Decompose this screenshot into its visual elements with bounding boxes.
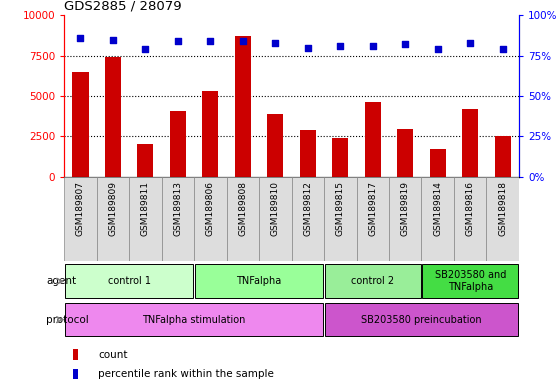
FancyBboxPatch shape (194, 177, 227, 261)
Text: GSM189808: GSM189808 (238, 181, 247, 236)
Text: protocol: protocol (46, 314, 89, 325)
FancyBboxPatch shape (325, 303, 518, 336)
Bar (170, 111, 186, 177)
Text: GSM189818: GSM189818 (498, 181, 507, 236)
FancyBboxPatch shape (129, 177, 162, 261)
FancyBboxPatch shape (421, 177, 454, 261)
Point (336, 43, 345, 49)
Bar (235, 36, 251, 177)
Text: control 1: control 1 (108, 276, 151, 286)
Bar (397, 129, 413, 177)
Text: percentile rank within the sample: percentile rank within the sample (98, 369, 274, 379)
Text: GSM189819: GSM189819 (401, 181, 410, 236)
Text: GSM189809: GSM189809 (108, 181, 117, 236)
Text: GSM189816: GSM189816 (466, 181, 475, 236)
Bar (300, 130, 316, 177)
FancyBboxPatch shape (195, 265, 324, 298)
Point (206, 38, 215, 44)
FancyBboxPatch shape (291, 177, 324, 261)
Bar (202, 91, 219, 177)
Point (498, 46, 507, 52)
FancyBboxPatch shape (454, 177, 487, 261)
Point (368, 43, 377, 49)
Text: GSM189811: GSM189811 (141, 181, 150, 236)
FancyBboxPatch shape (324, 177, 357, 261)
Text: GSM189810: GSM189810 (271, 181, 280, 236)
Text: TNFalpha stimulation: TNFalpha stimulation (142, 314, 246, 325)
Bar (462, 109, 478, 177)
Text: GSM189814: GSM189814 (433, 181, 442, 236)
Point (141, 46, 150, 52)
Text: TNFalpha: TNFalpha (237, 276, 282, 286)
FancyBboxPatch shape (227, 177, 259, 261)
Point (401, 41, 410, 48)
FancyBboxPatch shape (422, 265, 518, 298)
Text: GDS2885 / 28079: GDS2885 / 28079 (64, 0, 182, 13)
Text: GSM189815: GSM189815 (336, 181, 345, 236)
Text: control 2: control 2 (351, 276, 395, 286)
Text: SB203580 and
TNFalpha: SB203580 and TNFalpha (435, 270, 506, 292)
FancyBboxPatch shape (97, 177, 129, 261)
Point (174, 38, 182, 44)
FancyBboxPatch shape (162, 177, 194, 261)
FancyBboxPatch shape (487, 177, 519, 261)
Text: agent: agent (46, 276, 76, 286)
Bar (73, 72, 89, 177)
FancyBboxPatch shape (389, 177, 421, 261)
Text: count: count (98, 350, 128, 360)
FancyBboxPatch shape (259, 177, 291, 261)
Point (271, 40, 280, 46)
Text: GSM189812: GSM189812 (304, 181, 312, 236)
Bar (494, 136, 511, 177)
Point (466, 40, 475, 46)
Text: GSM189806: GSM189806 (206, 181, 215, 236)
FancyBboxPatch shape (357, 177, 389, 261)
Bar (73, 349, 78, 360)
Bar (332, 138, 348, 177)
Bar (73, 369, 78, 379)
Point (108, 36, 117, 43)
Bar (430, 149, 446, 177)
FancyBboxPatch shape (65, 265, 194, 298)
Point (238, 38, 247, 44)
Point (433, 46, 442, 52)
FancyBboxPatch shape (325, 265, 421, 298)
Bar (267, 114, 283, 177)
Text: GSM189813: GSM189813 (174, 181, 182, 236)
Bar (364, 103, 381, 177)
Bar (137, 144, 153, 177)
Text: SB203580 preincubation: SB203580 preincubation (361, 314, 482, 325)
FancyBboxPatch shape (65, 303, 324, 336)
Text: GSM189817: GSM189817 (368, 181, 377, 236)
Point (76, 35, 85, 41)
Text: GSM189807: GSM189807 (76, 181, 85, 236)
FancyBboxPatch shape (64, 177, 97, 261)
Bar (105, 57, 121, 177)
Point (304, 45, 312, 51)
